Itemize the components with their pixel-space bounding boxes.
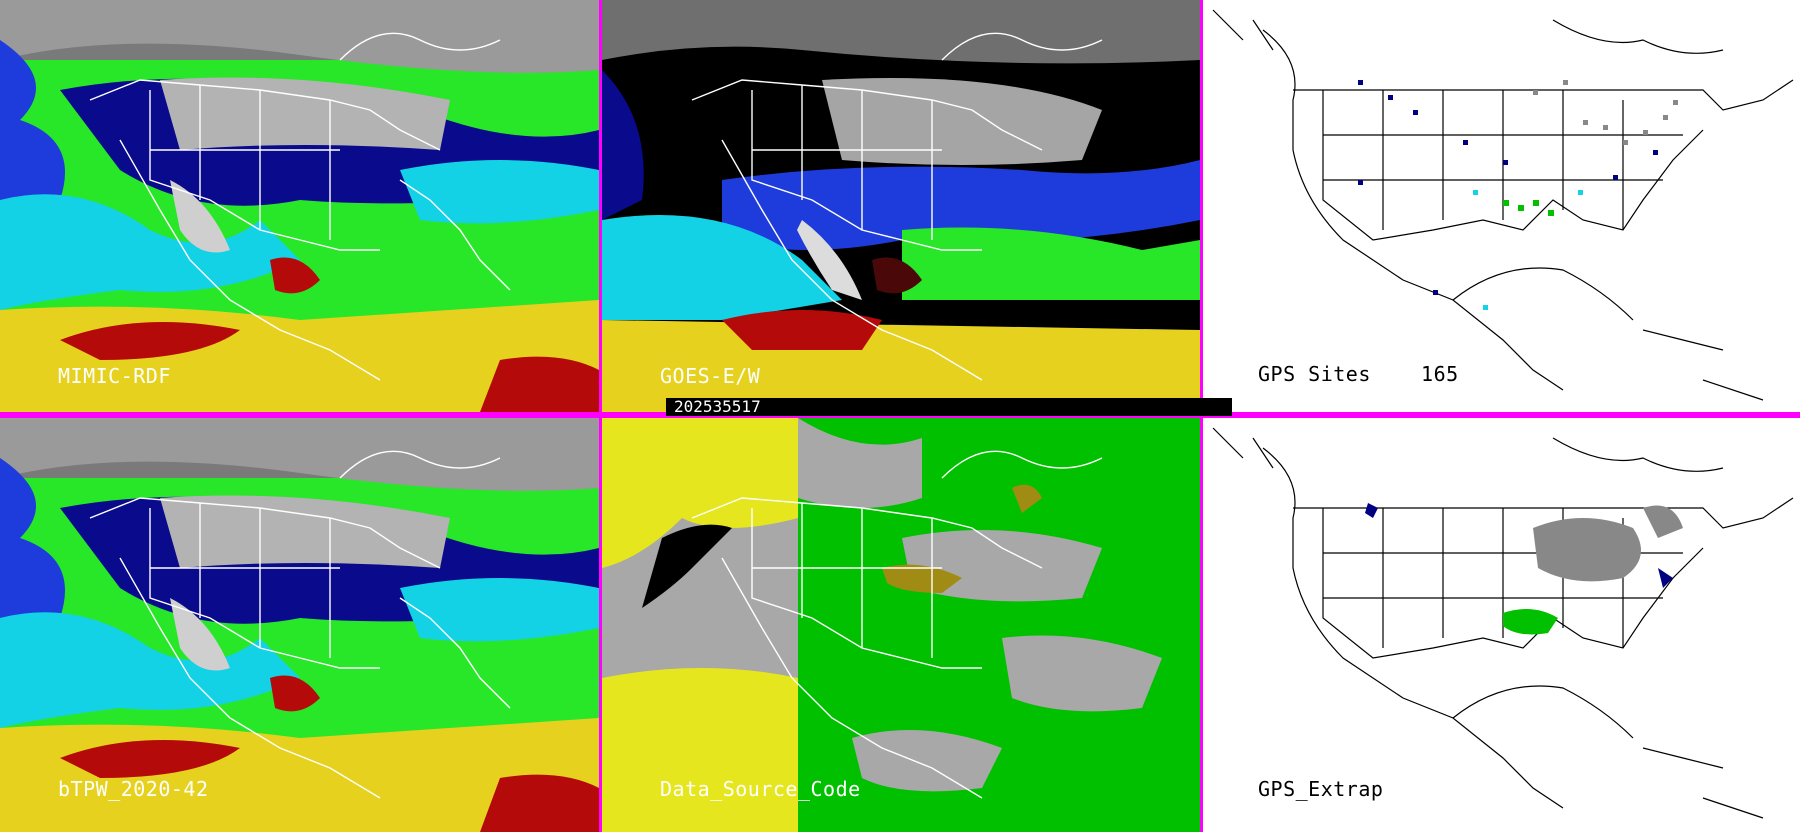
gps-sites-map [1203, 0, 1800, 412]
panel-label: GOES-E/W [660, 364, 761, 388]
mimic-rdf-map [0, 0, 599, 412]
mimic-rdf-panel: MIMIC-RDF [0, 0, 599, 412]
panel-label: GPS_Extrap [1258, 777, 1384, 801]
gps-extrap-panel: GPS_Extrap [1203, 418, 1800, 832]
gps-extrap-map [1203, 418, 1800, 832]
btpw-map [0, 418, 599, 832]
goes-ew-panel: GOES-E/W [602, 0, 1200, 412]
gps-sites-panel: GPS Sites 165 [1203, 0, 1800, 412]
data-source-code-map [602, 418, 1200, 832]
panel-label: Data_Source_Code [660, 777, 861, 801]
data-source-code-panel: Data_Source_Code [602, 418, 1200, 832]
goes-ew-map [602, 0, 1200, 412]
timestamp-bar: 202535517 [666, 398, 1232, 416]
panel-label: GPS Sites 165 [1258, 362, 1459, 386]
panel-label: bTPW_2020-42 [58, 777, 209, 801]
panel-label: MIMIC-RDF [58, 364, 171, 388]
btpw-panel: bTPW_2020-42 [0, 418, 599, 832]
